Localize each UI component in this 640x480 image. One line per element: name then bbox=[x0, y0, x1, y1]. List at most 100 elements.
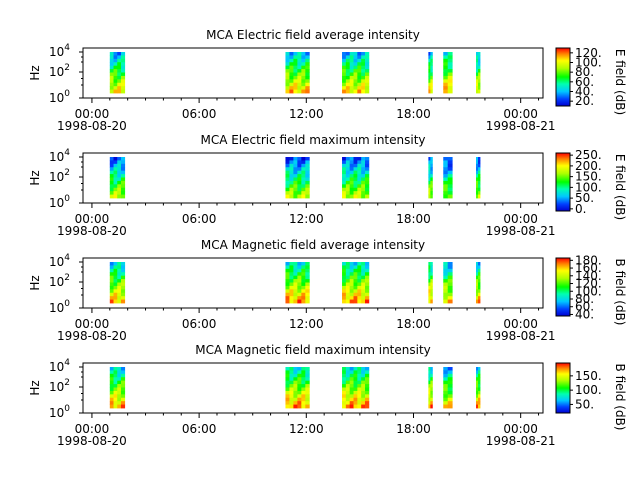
spectrogram-cell bbox=[361, 272, 366, 277]
spectrogram-cell bbox=[289, 373, 294, 378]
spectrogram-cell bbox=[361, 282, 366, 287]
spectrogram-cell bbox=[428, 296, 431, 300]
spectrogram-cell bbox=[349, 265, 354, 270]
spectrogram-cell bbox=[476, 62, 479, 67]
colorbar-tick-label: 20. bbox=[575, 94, 594, 108]
spectrogram-cell bbox=[476, 191, 479, 195]
spectrogram-cell bbox=[285, 184, 290, 189]
spectrogram-cell bbox=[297, 279, 302, 283]
spectrogram-cell bbox=[478, 72, 481, 77]
spectrogram-cell bbox=[109, 268, 114, 273]
spectrogram-cell bbox=[301, 55, 306, 60]
spectrogram-cell bbox=[117, 285, 122, 290]
spectrogram-cell bbox=[289, 404, 294, 409]
spectrogram-cell bbox=[289, 187, 294, 192]
spectrogram-cell bbox=[428, 397, 431, 402]
spectrogram-cell bbox=[447, 370, 453, 375]
spectrogram-cell bbox=[349, 397, 354, 402]
spectrogram-cell bbox=[342, 275, 347, 280]
spectrogram-cell bbox=[109, 401, 114, 405]
spectrogram-cell bbox=[301, 163, 306, 168]
spectrogram-cell bbox=[357, 370, 362, 375]
colorbar bbox=[555, 152, 571, 212]
spectrogram-cell bbox=[365, 384, 370, 388]
spectrogram-cell bbox=[430, 289, 433, 294]
panel-title: MCA Electric field average intensity bbox=[206, 28, 420, 42]
spectrogram-cell bbox=[285, 163, 290, 168]
spectrogram-cell bbox=[301, 370, 306, 375]
spectrogram-cell bbox=[365, 377, 370, 382]
spectrogram-cell bbox=[342, 52, 347, 56]
spectrogram-cell bbox=[430, 89, 433, 94]
spectrogram-cell bbox=[301, 177, 306, 182]
spectrogram-cell bbox=[365, 167, 370, 172]
spectrogram-cell bbox=[285, 194, 290, 199]
spectrogram-cell bbox=[361, 377, 366, 382]
spectrogram-cell bbox=[301, 384, 306, 388]
spectrogram-cell bbox=[476, 69, 479, 73]
spectrogram-cell bbox=[478, 65, 481, 70]
spectrogram-cell bbox=[476, 184, 479, 189]
spectrogram-cell bbox=[120, 384, 126, 388]
spectrogram-cell bbox=[361, 177, 366, 182]
spectrogram-cell bbox=[443, 401, 449, 405]
spectrogram-cell bbox=[476, 52, 479, 56]
spectrogram-cell bbox=[109, 191, 114, 195]
x-tick-time: 06:00 bbox=[182, 422, 217, 436]
spectrogram-cell bbox=[443, 194, 449, 199]
data-block bbox=[342, 262, 370, 304]
spectrogram-cell bbox=[357, 180, 362, 185]
spectrogram-cell bbox=[297, 55, 302, 60]
spectrogram-cell bbox=[285, 89, 290, 94]
spectrogram-cell bbox=[345, 401, 351, 405]
spectrogram-cell bbox=[476, 296, 479, 300]
spectrogram-cell bbox=[109, 289, 114, 294]
data-block bbox=[285, 262, 310, 304]
spectrogram-cell bbox=[349, 187, 354, 192]
spectrogram-cell bbox=[447, 404, 453, 409]
spectrogram-cell bbox=[301, 62, 306, 67]
spectrogram-cell bbox=[301, 65, 306, 70]
spectrogram-cell bbox=[353, 58, 358, 63]
spectrogram-cell bbox=[430, 272, 433, 277]
spectrogram-cell bbox=[109, 82, 114, 87]
x-tick-date: 1998-08-21 bbox=[486, 224, 556, 238]
spectrogram-cell bbox=[447, 191, 453, 195]
spectrogram-cell bbox=[285, 177, 290, 182]
spectrogram-cell bbox=[301, 282, 306, 287]
colorbar-tick-label: 80. bbox=[575, 292, 594, 306]
spectrogram-cell bbox=[113, 265, 118, 270]
spectrogram-cell bbox=[113, 262, 118, 266]
spectrogram-cell bbox=[478, 394, 481, 399]
spectrogram-cell bbox=[120, 157, 126, 161]
spectrogram-cell bbox=[443, 285, 449, 290]
spectrogram-cell bbox=[305, 52, 310, 56]
spectrogram-cell bbox=[365, 62, 370, 67]
spectrogram-cell bbox=[342, 404, 347, 409]
spectrogram-cell bbox=[428, 194, 431, 199]
spectrogram-cell bbox=[297, 72, 302, 77]
spectrogram-cell bbox=[443, 279, 449, 283]
spectrogram-cell bbox=[349, 69, 354, 73]
spectrogram-cell bbox=[305, 58, 310, 63]
spectrogram-cell bbox=[430, 296, 433, 300]
spectrogram-cell bbox=[289, 89, 294, 94]
spectrogram-cell bbox=[478, 174, 481, 178]
spectrogram-cell bbox=[357, 384, 362, 388]
colorbar-tick-label: 60. bbox=[575, 75, 594, 89]
spectrogram-cell bbox=[345, 268, 351, 273]
spectrogram-cell bbox=[447, 384, 453, 388]
spectrogram-cell bbox=[289, 55, 294, 60]
data-block bbox=[476, 367, 481, 409]
spectrogram-cell bbox=[447, 275, 453, 280]
spectrogram-cell bbox=[285, 157, 290, 161]
spectrogram-cell bbox=[349, 404, 354, 409]
spectrogram-cell bbox=[301, 75, 306, 80]
spectrogram-cell bbox=[353, 387, 358, 392]
spectrogram-cell bbox=[447, 180, 453, 185]
spectrogram-cell bbox=[443, 384, 449, 388]
spectrogram-cell bbox=[476, 272, 479, 277]
spectrogram-cell bbox=[109, 292, 114, 297]
spectrogram-cell bbox=[342, 387, 347, 392]
spectrogram-cell bbox=[428, 394, 431, 399]
